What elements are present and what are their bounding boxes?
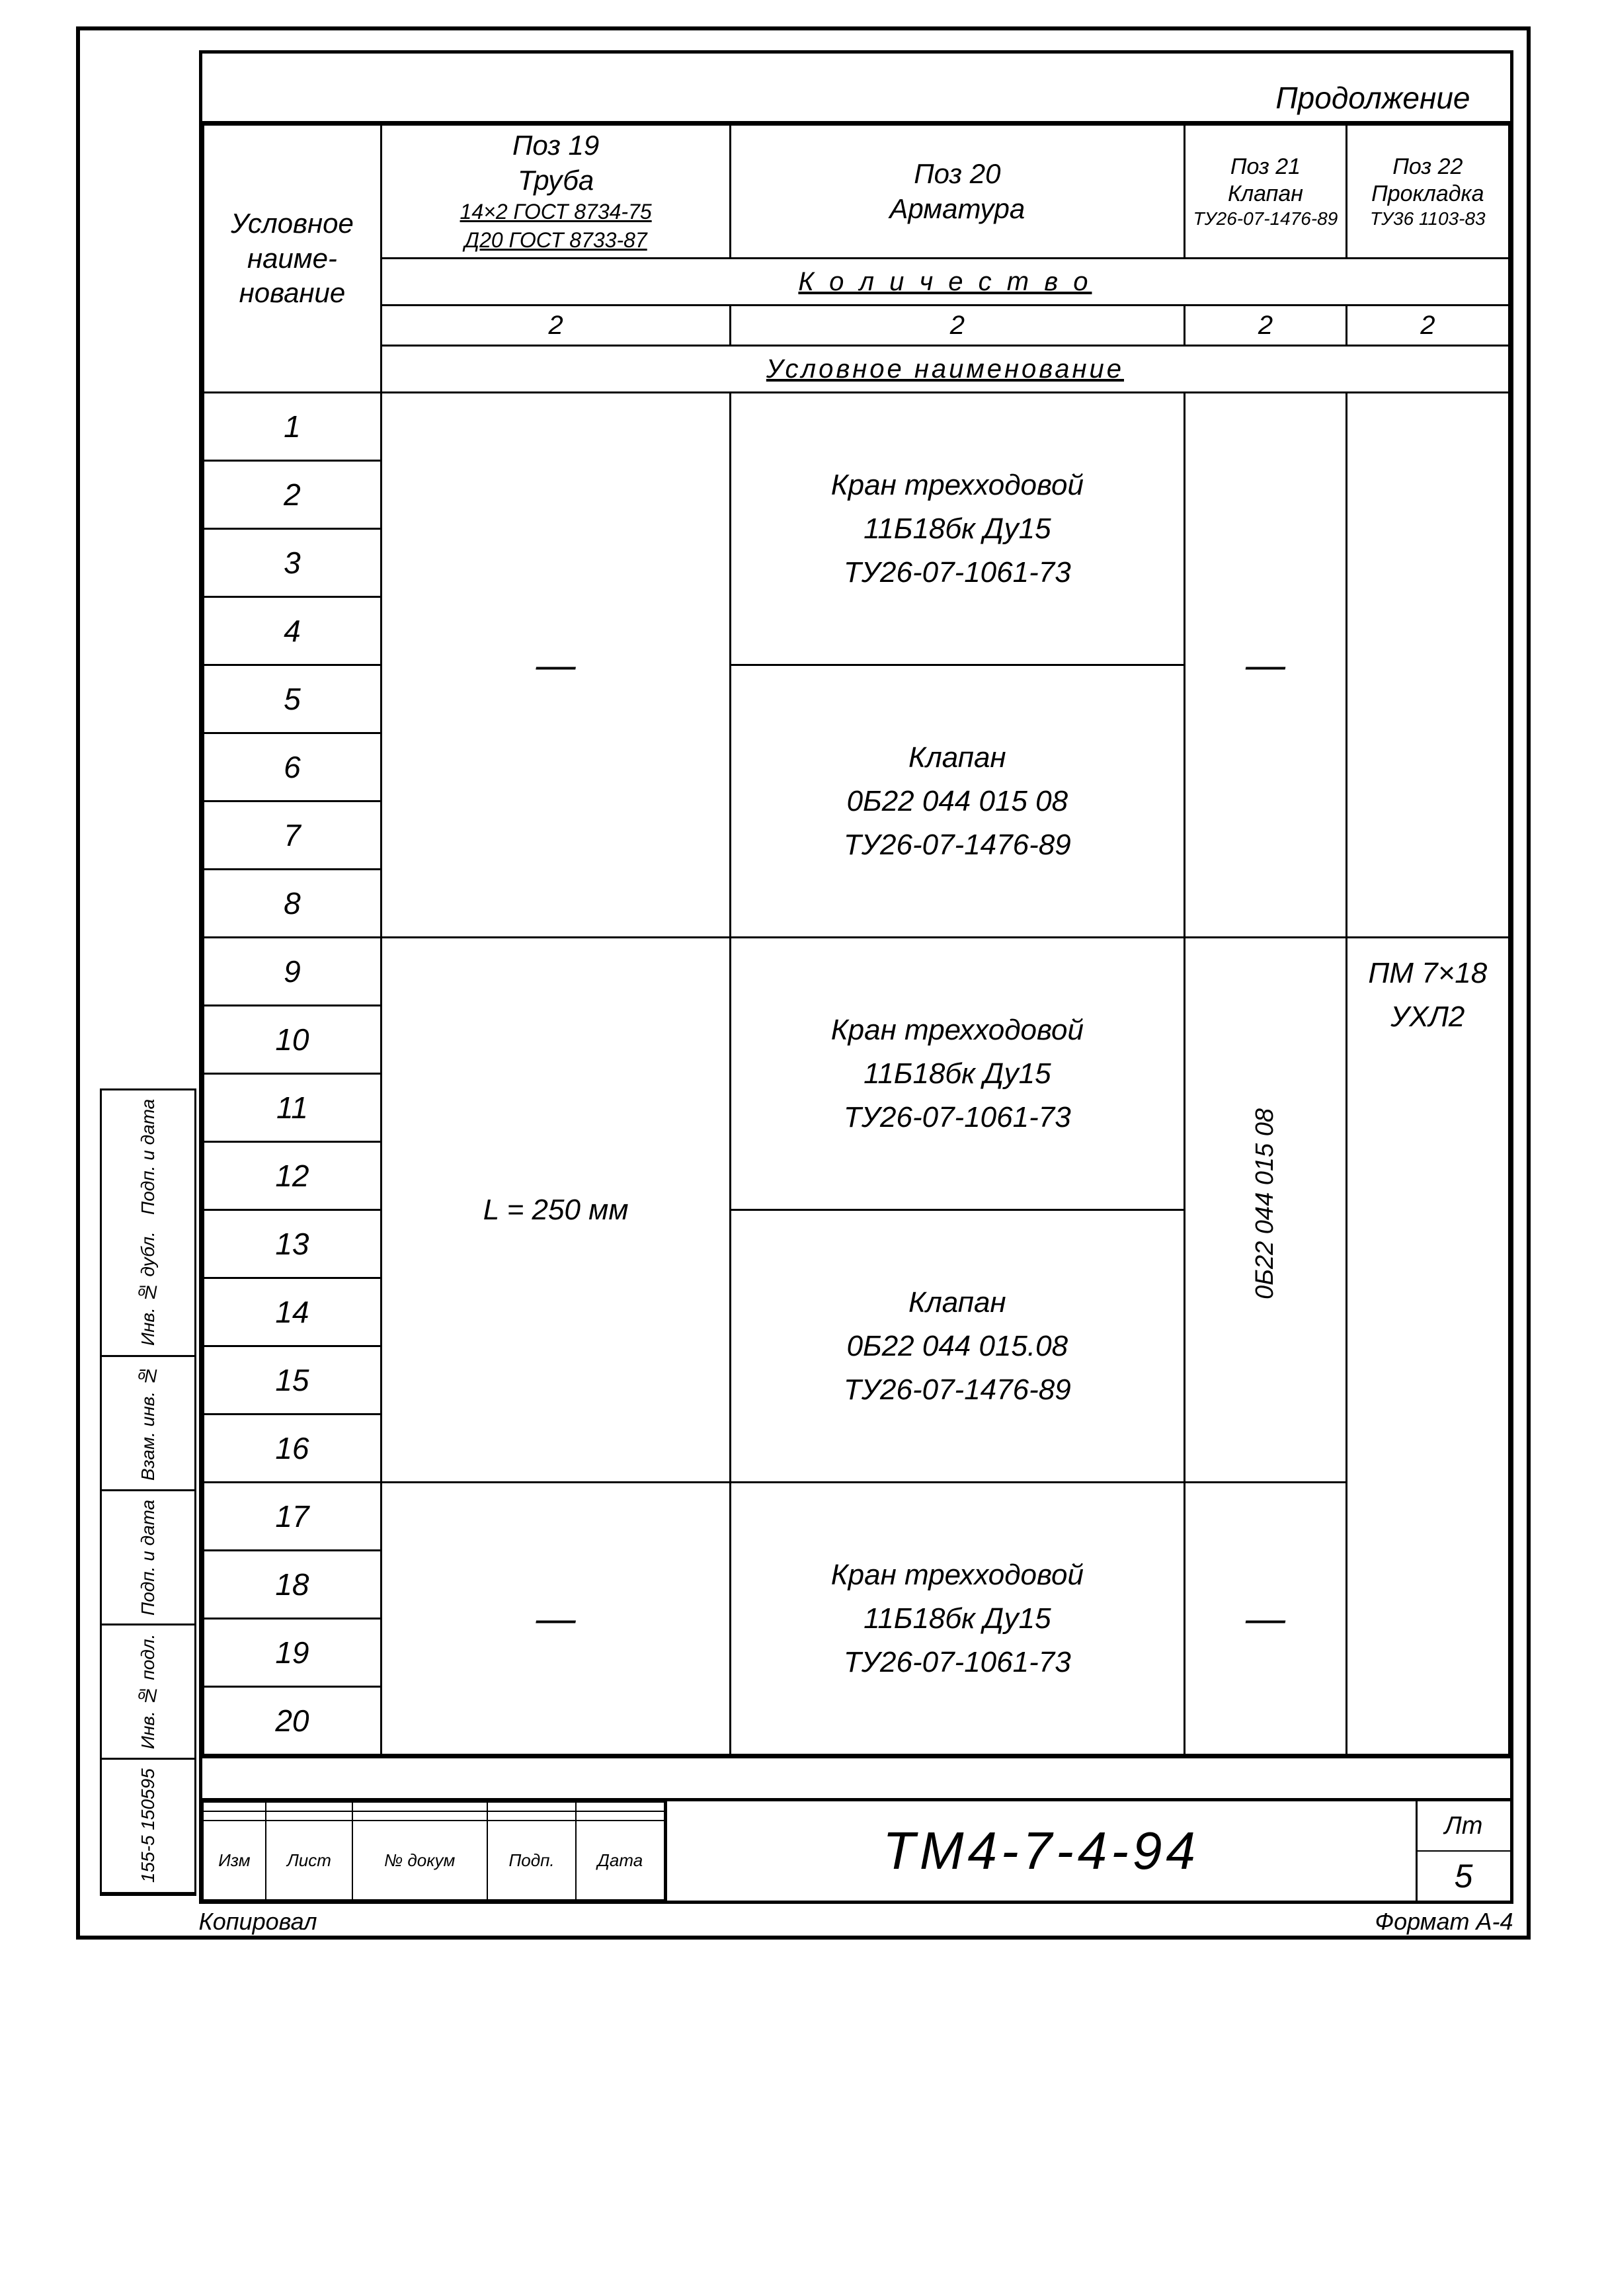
pos19-title: Поз 19 — [386, 128, 725, 163]
inner-frame: Продолжение Условное наиме-нование Поз 1… — [199, 50, 1513, 1904]
binding-cell: Подп. и дата — [102, 1090, 194, 1223]
row-num: 18 — [203, 1551, 381, 1619]
tb-col: № докум — [352, 1821, 487, 1900]
grpC-p19: — — [381, 1483, 730, 1755]
header-name: Условное наиме-нование — [203, 125, 381, 393]
sheet-number: 5 — [1418, 1852, 1510, 1901]
document-number: ТМ4-7-4-94 — [667, 1801, 1416, 1901]
binding-cell: Взам. инв. № — [102, 1357, 194, 1491]
row-num: 4 — [203, 597, 381, 665]
grpA-p19: — — [381, 393, 730, 938]
pos22-spec: ТУ36 1103-83 — [1351, 208, 1504, 230]
tb-col: Изм — [203, 1821, 266, 1900]
grpB-p19: L = 250 мм — [381, 938, 730, 1483]
pos19-sub: Труба — [386, 163, 725, 198]
pos22-title: Поз 22 — [1351, 153, 1504, 181]
row-num: 6 — [203, 733, 381, 801]
pos22-sub: Прокладка — [1351, 181, 1504, 208]
binding-note: 155-5 150595 — [102, 1760, 194, 1894]
row-num: 20 — [203, 1687, 381, 1755]
grpA-p21: — — [1184, 393, 1346, 938]
spec-table: Условное наиме-нование Поз 19 Труба 14×2… — [202, 124, 1510, 1756]
row-num: 10 — [203, 1006, 381, 1074]
footer-right: Формат А-4 — [1375, 1908, 1513, 1936]
pos21-sub: Клапан — [1189, 181, 1342, 208]
row-num: 9 — [203, 938, 381, 1006]
pos19-gost1: 14×2 ГОСТ 8734-75 — [386, 198, 725, 226]
row-num: 7 — [203, 801, 381, 870]
continuation-label: Продолжение — [202, 54, 1510, 124]
binding-cell: Подп. и дата — [102, 1491, 194, 1625]
grpA-p20a: Кран трехходовой 11Б18бк Ду15 ТУ26-07-10… — [730, 393, 1184, 665]
row-num: 19 — [203, 1619, 381, 1687]
binding-cell: Инв. № дубл. — [102, 1223, 194, 1357]
grpA-p22 — [1347, 393, 1509, 938]
qty-p20: 2 — [730, 306, 1184, 346]
binding-cell: Инв. № подл. — [102, 1625, 194, 1760]
grpB-p20b: Клапан 0Б22 044 015.08 ТУ26-07-1476-89 — [730, 1210, 1184, 1483]
row-num: 12 — [203, 1142, 381, 1210]
qty-p22: 2 — [1347, 306, 1509, 346]
sheet-label: Лт — [1418, 1801, 1510, 1852]
grpB-p20a: Кран трехходовой 11Б18бк Ду15 ТУ26-07-10… — [730, 938, 1184, 1210]
pos20-sub: Арматура — [735, 192, 1180, 227]
row-num: 15 — [203, 1346, 381, 1414]
row-num: 14 — [203, 1278, 381, 1346]
qty-label: К о л и ч е с т в о — [381, 259, 1509, 306]
grpC-p21: — — [1184, 1483, 1346, 1755]
pos21-spec: ТУ26-07-1476-89 — [1189, 208, 1342, 230]
qty-p19: 2 — [381, 306, 730, 346]
tb-col: Дата — [576, 1821, 664, 1900]
footer: Копировал Формат А-4 — [199, 1908, 1513, 1936]
usl-label: Условное наименование — [381, 346, 1509, 393]
grpA-p20b: Клапан 0Б22 044 015 08 ТУ26-07-1476-89 — [730, 665, 1184, 938]
grpB-p21: 0Б22 044 015 08 — [1184, 938, 1346, 1483]
row-num: 13 — [203, 1210, 381, 1278]
qty-p21: 2 — [1184, 306, 1346, 346]
tb-col: Лист — [266, 1821, 352, 1900]
revision-grid: Изм Лист № докум Подп. Дата — [202, 1801, 667, 1901]
row-num: 17 — [203, 1483, 381, 1551]
sheet-box: Лт 5 — [1416, 1801, 1510, 1901]
pos20-title: Поз 20 — [735, 157, 1180, 192]
row-num: 3 — [203, 529, 381, 597]
row-num: 5 — [203, 665, 381, 733]
grpB-p22: ПМ 7×18 УХЛ2 — [1347, 938, 1509, 1755]
row-num: 8 — [203, 870, 381, 938]
tb-col: Подп. — [487, 1821, 576, 1900]
footer-left: Копировал — [199, 1908, 317, 1936]
row-num: 1 — [203, 393, 381, 461]
grpC-p20: Кран трехходовой 11Б18бк Ду15 ТУ26-07-10… — [730, 1483, 1184, 1755]
title-block: Изм Лист № докум Подп. Дата ТМ4-7-4-94 Л… — [202, 1798, 1510, 1901]
row-num: 16 — [203, 1414, 381, 1483]
drawing-sheet: Подп. и дата Инв. № дубл. Взам. инв. № П… — [76, 26, 1531, 1940]
pos21-title: Поз 21 — [1189, 153, 1342, 181]
row-num: 2 — [203, 461, 381, 529]
binding-strip: Подп. и дата Инв. № дубл. Взам. инв. № П… — [100, 1088, 196, 1896]
pos19-gost2: Д20 ГОСТ 8733-87 — [386, 226, 725, 255]
row-num: 11 — [203, 1074, 381, 1142]
